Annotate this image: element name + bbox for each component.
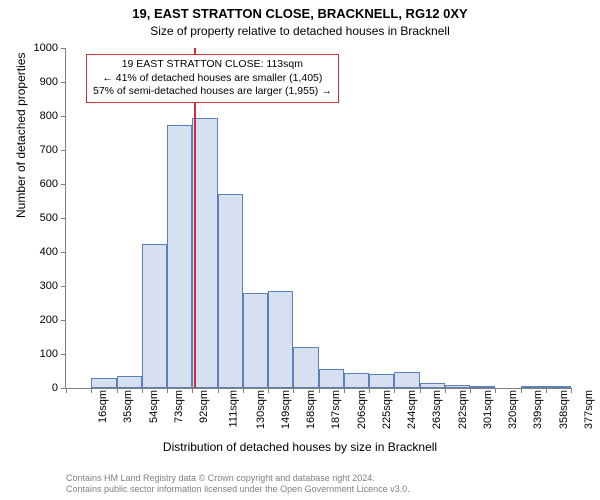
x-tick <box>319 388 320 393</box>
x-tick <box>167 388 168 393</box>
histogram-bar <box>420 383 445 388</box>
x-tick-label: 225sqm <box>381 390 393 429</box>
x-tick-label: 206sqm <box>356 390 368 429</box>
annotation-line-1: 19 EAST STRATTON CLOSE: 113sqm <box>93 58 332 72</box>
x-tick-label: 339sqm <box>532 390 544 429</box>
histogram-bar <box>293 347 318 388</box>
x-tick <box>218 388 219 393</box>
x-axis-label: Distribution of detached houses by size … <box>0 440 600 454</box>
x-tick-label: 73sqm <box>173 390 185 423</box>
y-tick-label: 500 <box>40 212 58 224</box>
y-tick-label: 800 <box>40 110 58 122</box>
x-tick <box>495 388 496 393</box>
histogram-bar <box>167 125 192 389</box>
y-tick-label: 700 <box>40 144 58 156</box>
histogram-bar <box>394 372 419 388</box>
x-tick <box>369 388 370 393</box>
histogram-bar <box>319 369 344 388</box>
y-tick-label: 900 <box>40 76 58 88</box>
x-tick <box>420 388 421 393</box>
y-tick-label: 1000 <box>34 42 58 54</box>
plot-area: 0100200300400500600700800900100016sqm35s… <box>65 48 571 389</box>
histogram-bar <box>344 373 369 388</box>
annotation-box: 19 EAST STRATTON CLOSE: 113sqm ← 41% of … <box>86 54 339 103</box>
x-tick-label: 377sqm <box>583 390 595 429</box>
histogram-bar <box>268 291 293 388</box>
x-tick-label: 263sqm <box>431 390 443 429</box>
x-tick-label: 358sqm <box>558 390 570 429</box>
x-tick <box>344 388 345 393</box>
x-tick-label: 168sqm <box>305 390 317 429</box>
x-tick <box>243 388 244 393</box>
title-line-1: 19, EAST STRATTON CLOSE, BRACKNELL, RG12… <box>0 6 600 21</box>
histogram-bar <box>546 386 571 388</box>
footer-text: Contains HM Land Registry data © Crown c… <box>66 473 410 496</box>
footer-line-1: Contains HM Land Registry data © Crown c… <box>66 473 410 485</box>
x-tick-label: 320sqm <box>507 390 519 429</box>
y-tick-label: 400 <box>40 246 58 258</box>
x-tick <box>470 388 471 393</box>
x-tick <box>117 388 118 393</box>
histogram-bar <box>470 386 495 388</box>
x-tick <box>66 388 67 393</box>
y-axis-label: Number of detached properties <box>14 53 28 218</box>
x-tick-label: 187sqm <box>330 390 342 429</box>
histogram-bar <box>117 376 142 388</box>
y-tick-label: 200 <box>40 314 58 326</box>
footer-line-2: Contains public sector information licen… <box>66 484 410 496</box>
x-tick-label: 35sqm <box>122 390 134 423</box>
x-tick <box>571 388 572 393</box>
x-tick-label: 111sqm <box>228 390 240 428</box>
histogram-bar <box>369 374 394 388</box>
x-tick <box>521 388 522 393</box>
y-tick-label: 0 <box>52 382 58 394</box>
y-tick-label: 300 <box>40 280 58 292</box>
x-tick <box>268 388 269 393</box>
chart-container: 19, EAST STRATTON CLOSE, BRACKNELL, RG12… <box>0 0 600 500</box>
y-tick-label: 600 <box>40 178 58 190</box>
x-tick-label: 244sqm <box>406 390 418 429</box>
histogram-bar <box>521 386 546 388</box>
x-tick-label: 301sqm <box>482 390 494 429</box>
x-tick-label: 149sqm <box>280 390 292 429</box>
x-tick-label: 92sqm <box>198 390 210 423</box>
x-tick-label: 282sqm <box>457 390 469 429</box>
x-tick <box>546 388 547 393</box>
x-tick-label: 54sqm <box>148 390 160 423</box>
histogram-bar <box>91 378 116 388</box>
x-tick <box>91 388 92 393</box>
x-tick <box>142 388 143 393</box>
x-tick <box>445 388 446 393</box>
x-tick <box>293 388 294 393</box>
histogram-bar <box>243 293 268 388</box>
x-tick <box>394 388 395 393</box>
x-tick-label: 16sqm <box>97 390 109 423</box>
y-tick-label: 100 <box>40 348 58 360</box>
x-tick-label: 130sqm <box>255 390 267 429</box>
histogram-bar <box>218 194 243 388</box>
histogram-bar <box>445 385 470 388</box>
x-tick <box>192 388 193 393</box>
annotation-line-2: ← 41% of detached houses are smaller (1,… <box>93 72 332 86</box>
histogram-bar <box>192 118 217 388</box>
title-line-2: Size of property relative to detached ho… <box>0 24 600 38</box>
histogram-bar <box>142 244 167 389</box>
annotation-line-3: 57% of semi-detached houses are larger (… <box>93 85 332 99</box>
